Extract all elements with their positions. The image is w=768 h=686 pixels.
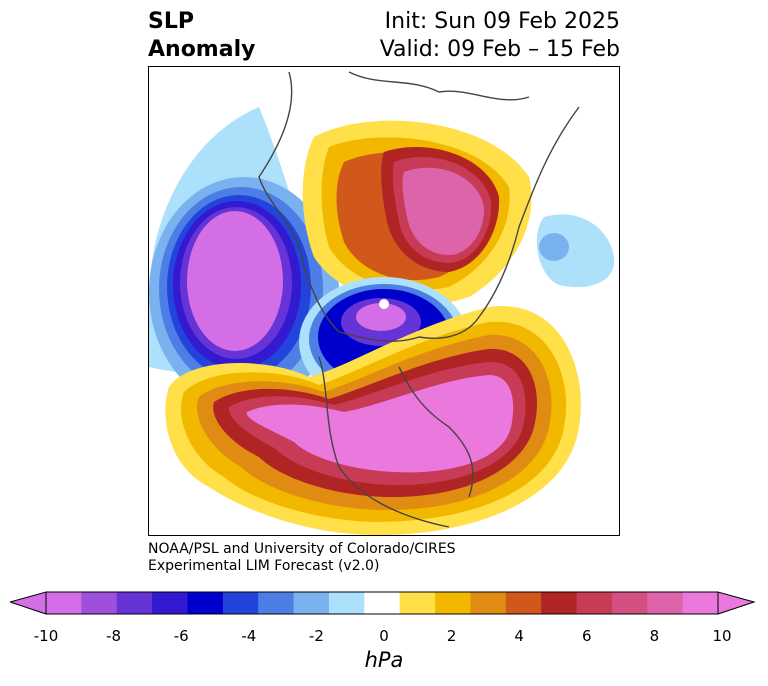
colorbar-tick-label: 2 [446,627,457,645]
colorbar-tick-label: -2 [308,627,324,645]
title-line-anomaly: Anomaly [148,37,256,62]
low-east-mid [539,233,569,261]
colorbar-segments [45,591,719,615]
colorbar-segment [505,592,542,614]
colorbar-tick-label: 8 [649,627,660,645]
colorbar-segment [81,592,118,614]
colorbar-units: hPa [364,648,404,672]
colorbar-segment [187,592,224,614]
high-eurasia-core [402,167,485,255]
colorbar-segment [611,592,648,614]
credit-line-2: Experimental LIM Forecast (v2.0) [148,558,380,574]
colorbar-segment [46,592,82,614]
low-pacific-core [187,211,283,351]
map-title: SLP Anomaly [148,8,255,64]
colorbar-segment [328,592,365,614]
valid-range: Valid: 09 Feb – 15 Feb [379,37,620,62]
low-polar-core [356,303,406,331]
title-line-slp: SLP [148,9,194,34]
colorbar-tick-label: -4 [241,627,257,645]
slp-anomaly-map [149,71,615,535]
colorbar-segment [364,592,401,614]
date-info: Init: Sun 09 Feb 2025 Valid: 09 Feb – 15… [380,8,620,64]
colorbar-segment [399,592,436,614]
colorbar-segment [576,592,613,614]
colorbar-tick-label: -10 [33,627,59,645]
colorbar-segment [293,592,330,614]
colorbar-tick-label: 0 [379,627,389,645]
colorbar-tick-label: -8 [106,627,122,645]
high-atlantic-core [246,375,514,473]
init-date: Init: Sun 09 Feb 2025 [384,9,620,34]
colorbar-segment [152,592,188,614]
colorbar-arrow-right [717,591,756,615]
north-pole-marker [379,299,389,309]
colorbar-segment [222,592,259,614]
map-panel [148,66,620,536]
colorbar-tick-label: 4 [514,627,524,645]
colorbar-tick-label: -6 [173,627,189,645]
colorbar-segment [258,592,295,614]
colorbar-segment [682,592,719,614]
colorbar [10,591,756,615]
colorbar-segment [541,592,578,614]
colorbar-segment [435,592,471,614]
low-east-light [536,214,615,288]
coastlines [258,71,580,528]
colorbar-segment [470,592,507,614]
colorbar-tick-label: 6 [582,627,592,645]
credit-text: NOAA/PSL and University of Colorado/CIRE… [148,541,456,575]
colorbar-arrow-left [10,591,47,615]
colorbar-tick-label: 10 [712,627,732,645]
credit-line-1: NOAA/PSL and University of Colorado/CIRE… [148,541,456,557]
colorbar-segment [116,592,153,614]
colorbar-segment [647,592,684,614]
